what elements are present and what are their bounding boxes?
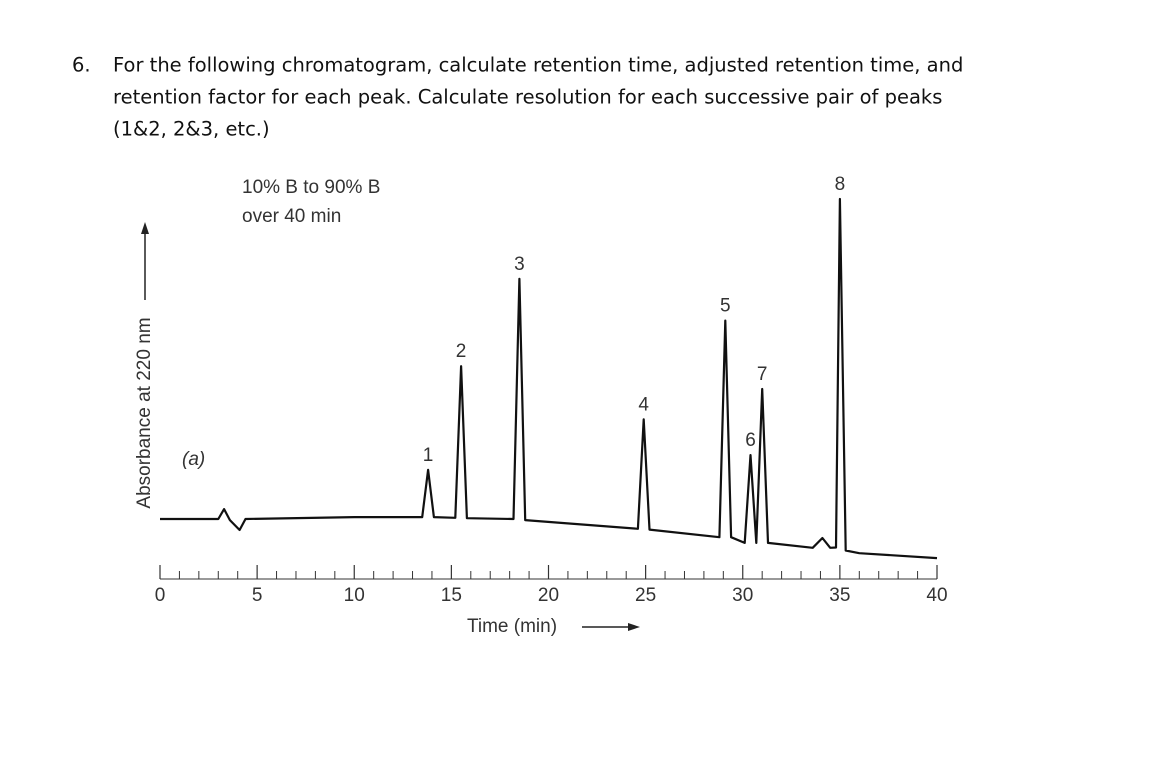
x-tick-label: 10: [344, 585, 365, 606]
peak-label: 5: [720, 296, 731, 317]
x-tick-label: 40: [926, 585, 947, 606]
annotation: over 40 min: [242, 206, 341, 227]
question-line: (1&2, 2&3, etc.): [113, 118, 270, 141]
y-axis-label: Absorbance at 220 nm: [134, 317, 155, 508]
x-axis-label: Time (min): [467, 616, 557, 637]
x-tick-label: 35: [829, 585, 850, 606]
annotation: (a): [182, 449, 205, 470]
peak-label: 4: [638, 394, 649, 415]
peak-label: 7: [757, 364, 768, 385]
peak-label: 1: [423, 445, 434, 466]
x-tick-label: 25: [635, 585, 656, 606]
peak-label: 8: [835, 174, 846, 195]
x-tick-label: 0: [155, 585, 166, 606]
x-tick-label: 5: [252, 585, 263, 606]
x-tick-label: 15: [441, 585, 462, 606]
question-line: retention factor for each peak. Calculat…: [113, 86, 942, 109]
peak-label: 3: [514, 254, 525, 275]
arrow-head: [628, 623, 640, 631]
arrow-head: [141, 222, 149, 234]
x-tick-label: 30: [732, 585, 753, 606]
peak-label: 2: [456, 341, 467, 362]
chromatogram-trace: [160, 197, 938, 560]
annotation: 10% B to 90% B: [242, 177, 380, 198]
x-tick-label: 20: [538, 585, 559, 606]
question-number: 6.: [72, 54, 91, 77]
peak-label: 6: [745, 430, 756, 451]
question-line: For the following chromatogram, calculat…: [113, 54, 963, 77]
